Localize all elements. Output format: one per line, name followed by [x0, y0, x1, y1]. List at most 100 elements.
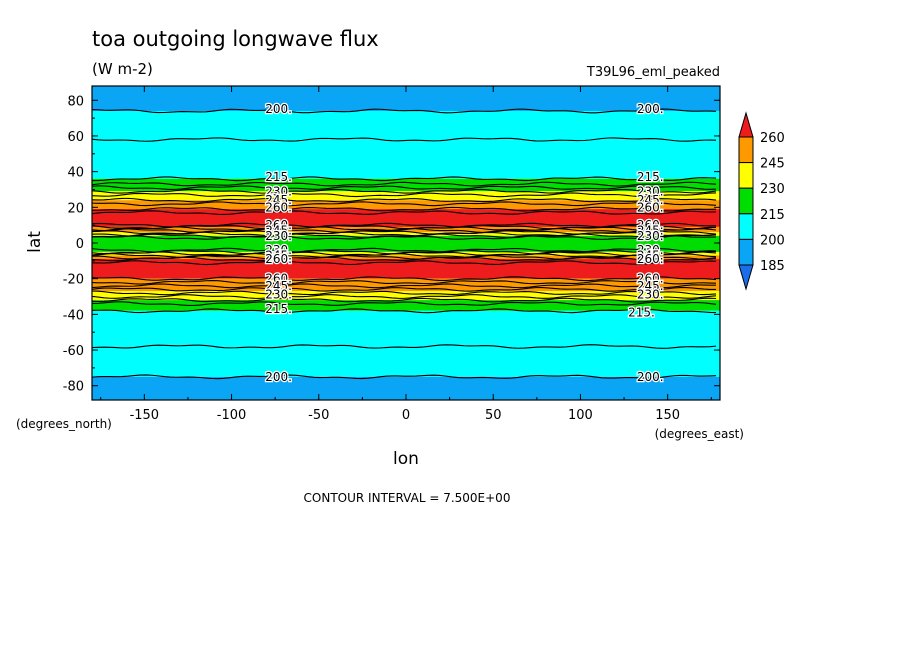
contour-line	[91, 181, 717, 187]
colorbar-segment	[738, 213, 754, 240]
x-tick-label: 0	[402, 408, 410, 423]
y-axis-label: lat	[25, 231, 45, 253]
contour-label: 245.	[637, 248, 664, 262]
x-axis-label: lon	[393, 449, 419, 469]
contour-line	[91, 247, 717, 253]
contour-line	[91, 276, 717, 282]
contour-label: 230.	[637, 184, 664, 198]
contour-label: 245.	[637, 193, 664, 207]
contour-line	[91, 286, 717, 292]
contour-line	[91, 185, 717, 190]
y-axis-ticks: -80 -60 -40 -20 0 20 40 60 80	[63, 94, 720, 395]
contour-line	[91, 176, 717, 182]
contour-label: 260.	[265, 252, 292, 266]
contour-band	[92, 200, 720, 210]
contour-label: 230.	[637, 243, 664, 257]
contour-line	[91, 188, 717, 194]
contour-band	[92, 278, 720, 292]
colorbar-label: 260	[760, 131, 785, 146]
contour-label: 260.	[265, 272, 292, 286]
y-tick-label: 0	[76, 237, 84, 252]
y-tick-label: -20	[63, 273, 84, 288]
contour-label: 215.	[637, 170, 664, 184]
dataset-label: T39L96_eml_peaked	[586, 65, 720, 80]
contour-fill-bands	[92, 86, 720, 400]
contour-line	[91, 226, 717, 232]
contour-line	[91, 256, 717, 262]
contour-label: 200.	[265, 370, 292, 384]
contour-label: 245.	[637, 224, 664, 238]
contour-line	[91, 251, 717, 256]
contour-label: 260.	[265, 218, 292, 232]
units-label: (W m-2)	[92, 60, 153, 78]
y-tick-label: -60	[63, 344, 84, 359]
colorbar-label: 215	[760, 208, 785, 223]
x-tick-label: 50	[485, 408, 502, 423]
contour-line	[91, 279, 717, 285]
contour-lines	[91, 108, 717, 380]
contour-label: 230.	[265, 184, 292, 198]
chart-title: toa outgoing longwave flux	[92, 27, 379, 51]
colorbar-bottom-arrow	[738, 264, 754, 291]
y-tick-label: 20	[67, 201, 84, 216]
contour-label: 260.	[637, 272, 664, 286]
x-tick-label: -100	[217, 408, 247, 423]
colorbar-segment	[738, 187, 754, 215]
contour-label: 230.	[637, 229, 664, 243]
y-units-label: (degrees_north)	[16, 417, 112, 431]
contour-band	[92, 310, 720, 377]
contour-band	[92, 178, 720, 192]
contour-line	[91, 260, 717, 266]
contour-label: 245.	[265, 279, 292, 293]
contour-label: 200.	[265, 102, 292, 116]
contour-label: 215.	[265, 170, 292, 184]
colorbar-label: 200	[760, 233, 785, 248]
contour-label: 230.	[265, 243, 292, 257]
colorbar-label: 230	[760, 182, 785, 197]
contour-line	[91, 254, 717, 260]
x-tick-label: -150	[130, 408, 160, 423]
contour-band	[92, 235, 720, 252]
y-tick-label: -80	[63, 380, 84, 395]
contour-line	[91, 308, 717, 314]
contour-label: 230.	[265, 288, 292, 302]
colorbar-top-arrow	[738, 111, 754, 138]
y-tick-label: 40	[67, 166, 84, 181]
x-tick-label: 150	[655, 408, 680, 423]
contour-line	[91, 344, 717, 349]
contour-interval-note: CONTOUR INTERVAL = 7.500E+00	[304, 491, 511, 505]
contour-label: 260.	[637, 200, 664, 214]
y-tick-label: 80	[67, 94, 84, 109]
contour-label: 215.	[265, 302, 292, 316]
contour-line	[91, 201, 717, 207]
x-units-label: (degrees_east)	[655, 427, 744, 441]
contour-band	[92, 376, 720, 400]
contour-band	[92, 232, 720, 236]
contour-line	[91, 233, 717, 239]
contour-label: 245.	[637, 279, 664, 293]
contour-line	[91, 294, 717, 299]
contour-label: 260.	[265, 200, 292, 214]
contour-line	[91, 206, 717, 212]
colorbar: 260 245 230 215 200 185	[738, 111, 785, 291]
contour-line	[91, 231, 717, 237]
contour-labels: 200. 200.215. 215.230. 230.245. 245.260. 260.…	[264, 101, 665, 385]
contour-band	[92, 255, 720, 260]
colorbar-segment	[738, 238, 754, 266]
colorbar-segment	[738, 136, 754, 164]
contour-line	[91, 210, 717, 216]
y-tick-label: 60	[67, 130, 84, 145]
contour-line	[91, 290, 717, 296]
contour-line	[91, 235, 717, 240]
x-axis-ticks: -150 -100 -50 0 50 100 150	[100, 86, 712, 423]
contour-line	[91, 192, 717, 198]
contour-label: 245.	[265, 193, 292, 207]
contour-label: 230.	[637, 288, 664, 302]
colorbar-label: 185	[760, 259, 785, 274]
contour-label: 200.	[637, 370, 664, 384]
contour-line	[91, 297, 717, 303]
contour-band	[92, 259, 720, 279]
contour-label: 260.	[637, 218, 664, 232]
